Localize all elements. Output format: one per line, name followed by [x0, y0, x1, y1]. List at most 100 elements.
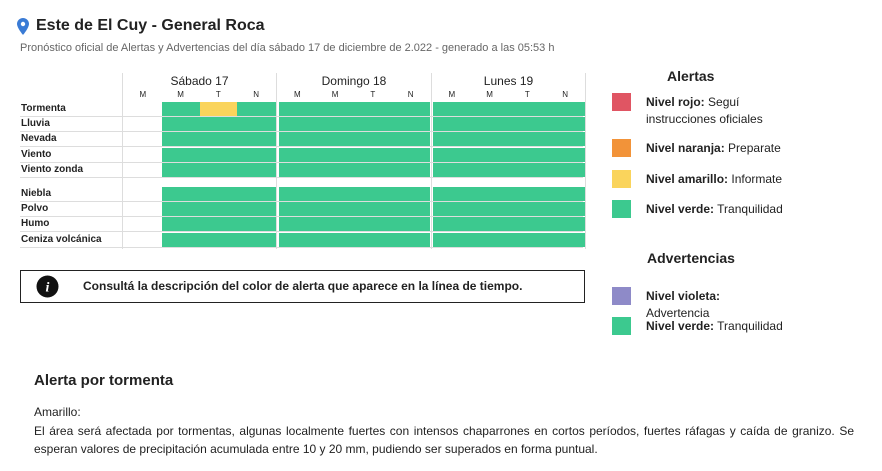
alert-cell [161, 117, 200, 132]
row-label: Ceniza volcánica [21, 233, 102, 245]
alert-cell [470, 102, 509, 116]
section-description: El área será afectada por tormentas, alg… [34, 424, 854, 456]
alert-cell [433, 132, 472, 147]
alert-cell [354, 187, 393, 201]
row-label: Nevada [21, 133, 57, 145]
alert-cell [546, 117, 585, 132]
alert-cell [278, 202, 317, 217]
alert-cell [199, 147, 238, 162]
legend-swatch [612, 200, 631, 218]
row-label: Tormenta [21, 103, 66, 114]
alert-cell [546, 202, 585, 217]
legend-item: Nivel verde: Tranquilidad [646, 318, 786, 335]
alert-cell [278, 162, 317, 177]
alert-cell [470, 232, 509, 247]
info-icon: i [36, 275, 59, 298]
alert-cell [546, 102, 585, 116]
day-name: Sábado 17 [170, 74, 229, 88]
alert-cell [316, 187, 355, 201]
alert-cell [161, 162, 200, 177]
alert-cell [199, 132, 238, 147]
alert-cell [470, 117, 509, 132]
alert-cell [391, 217, 430, 232]
alert-cell [161, 132, 200, 147]
alert-cell [199, 217, 238, 232]
legend-text: Tranquilidad [717, 202, 783, 216]
svg-text:i: i [46, 281, 50, 296]
alert-cell [391, 162, 430, 177]
row-line [20, 231, 583, 233]
row-label: Lluvia [21, 118, 50, 130]
alert-cell [316, 147, 355, 162]
alert-cell [199, 187, 238, 201]
row-line [20, 161, 583, 163]
alert-cell [546, 217, 585, 232]
alert-cell [508, 232, 547, 247]
alert-cell [161, 217, 200, 232]
alert-cell [161, 147, 200, 162]
row-line [20, 131, 583, 133]
period-label: N [407, 90, 414, 99]
alert-cell [316, 162, 355, 177]
row-line [20, 201, 583, 202]
day-name: Lunes 19 [483, 74, 534, 88]
legend-swatch [612, 139, 631, 157]
alert-cell [237, 232, 276, 247]
alert-cell [316, 117, 355, 132]
alert-cell [433, 202, 472, 217]
alert-cell [278, 132, 317, 147]
alert-cell [433, 232, 472, 247]
period-label: N [562, 90, 569, 99]
section-title: Alerta por tormenta [34, 372, 174, 389]
alert-cell [354, 202, 393, 217]
alert-cell [470, 162, 509, 177]
alert-cell [508, 202, 547, 217]
alert-cell [546, 147, 585, 162]
row-line [20, 146, 583, 148]
alert-cell [508, 187, 547, 201]
legend-label: Nivel verde: [646, 319, 715, 333]
alert-cell [161, 102, 200, 116]
legend-swatch [612, 170, 631, 188]
row-label: Viento [21, 148, 52, 160]
alert-cell [391, 132, 430, 147]
alert-cell [237, 102, 276, 116]
legend-label: Nivel verde: [646, 202, 715, 216]
alert-cell [508, 132, 547, 147]
alert-cell [278, 187, 317, 201]
alert-cell [508, 102, 547, 116]
legend-item: Nivel violeta: Advertencia [646, 288, 786, 322]
alert-cell [161, 187, 200, 201]
label-column-line [122, 73, 123, 249]
period-label: N [253, 90, 260, 99]
row-line [20, 176, 583, 178]
alert-cell [391, 102, 430, 116]
alert-cell [316, 102, 355, 116]
alert-cell [199, 202, 238, 217]
alert-cell [237, 217, 276, 232]
period-label: T [215, 90, 221, 99]
row-label: Niebla [21, 188, 52, 199]
alert-cell [354, 232, 393, 247]
alert-cell [237, 187, 276, 201]
legend-text: Seguí instrucciones oficiales [646, 95, 763, 126]
alert-cell [508, 147, 547, 162]
alert-cell [470, 147, 509, 162]
alert-cell [391, 117, 430, 132]
alert-cell [391, 202, 430, 217]
alert-cell [316, 217, 355, 232]
alert-cell [354, 162, 393, 177]
alert-cell [354, 147, 393, 162]
info-box [20, 270, 585, 303]
legend-text: Advertencia [646, 306, 710, 320]
section-level: Amarillo: [34, 405, 81, 419]
alert-cell [546, 187, 585, 201]
alert-cell [354, 117, 393, 132]
legend-text: Tranquilidad [717, 319, 783, 333]
title: Este de El Cuy - General Roca [36, 17, 265, 34]
day-separator [430, 73, 432, 249]
legend-text: Informate [731, 172, 783, 186]
alert-cell [237, 117, 276, 132]
alert-cell [433, 162, 472, 177]
